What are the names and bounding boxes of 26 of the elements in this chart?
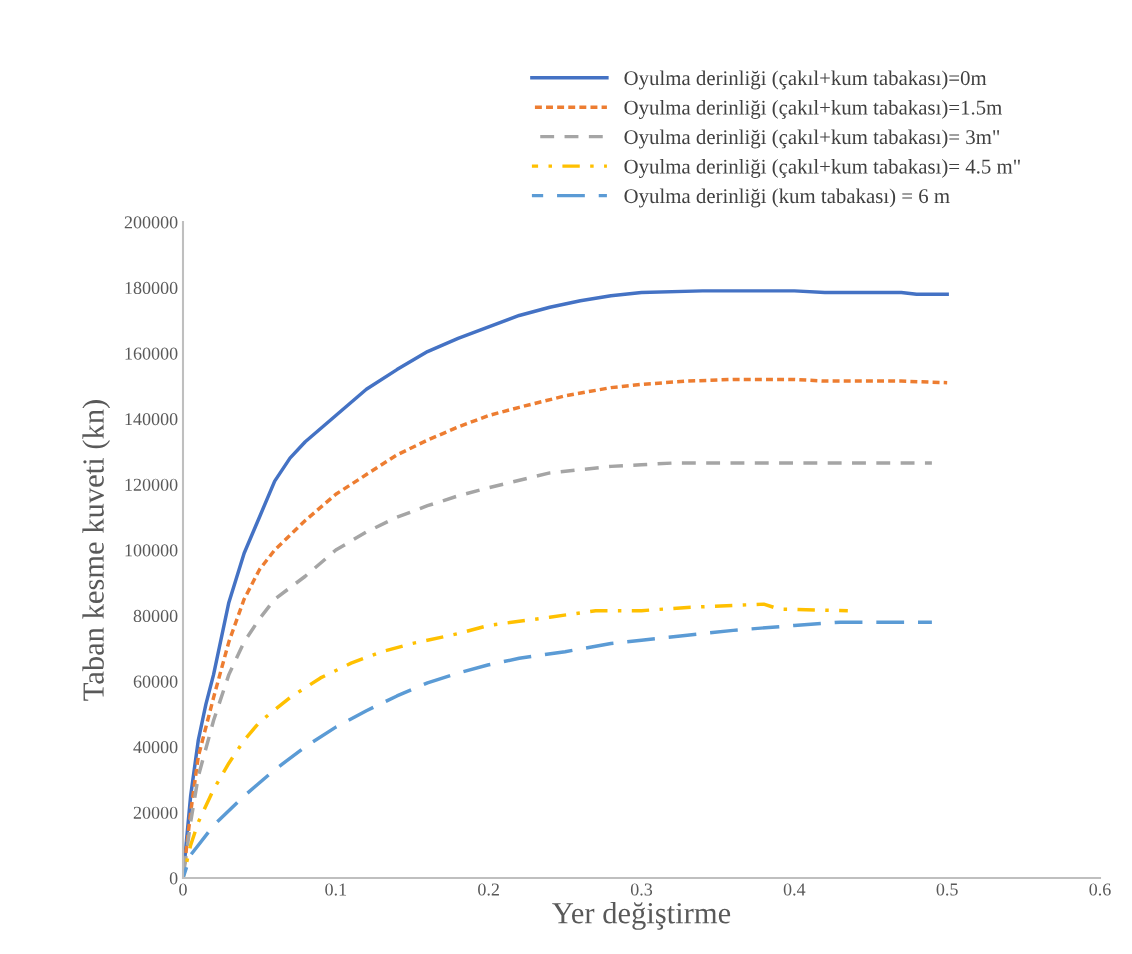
legend-label: Oyulma derinliği (çakıl+kum tabakası)=0m — [624, 70, 987, 90]
legend-label: Oyulma derinliği (çakıl+kum tabakası)= 4.5 m" — [624, 158, 1020, 178]
line-series — [183, 620, 934, 878]
x-tick-label: 0 — [179, 883, 187, 896]
x-axis-title: Yer değiştirme — [552, 902, 731, 930]
legend-label: Oyulma derinliği (kum tabakası) = 6 m — [624, 188, 950, 208]
y-tick-label: 160000 — [125, 347, 178, 360]
y-axis-title: Taban kesme kuveti (kn) — [82, 400, 111, 701]
y-tick-label: 80000 — [133, 609, 178, 623]
y-tick-label: 20000 — [133, 806, 178, 819]
x-tick-label: 0.5 — [936, 883, 958, 896]
x-tick-label: 0.1 — [325, 883, 347, 896]
legend-label: Oyulma derinliği (çakıl+kum tabakası)=1.5m — [624, 99, 1002, 119]
x-tick-label: 0.6 — [1089, 883, 1111, 896]
legend-label: Oyulma derinliği (çakıl+kum tabakası)= 3m" — [624, 129, 1000, 149]
x-tick-label: 0.2 — [478, 883, 499, 896]
x-tick-label: 0.3 — [630, 883, 653, 896]
y-tick-label: 0 — [169, 872, 178, 885]
y-tick-label: 120000 — [125, 478, 178, 491]
y-tick-label: 60000 — [133, 675, 178, 688]
y-tick-label: 140000 — [125, 413, 178, 426]
x-tick-label: 0.4 — [783, 883, 806, 896]
y-tick-label: 100000 — [125, 544, 178, 557]
y-tick-label: 40000 — [133, 741, 178, 754]
y-tick-label: 200000 — [124, 216, 178, 229]
y-tick-label: 180000 — [125, 281, 178, 295]
